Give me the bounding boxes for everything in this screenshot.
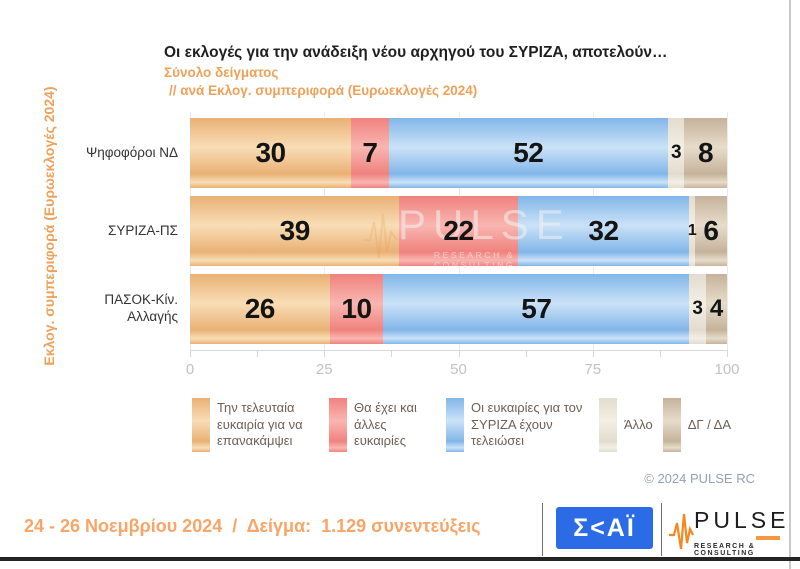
value-label: 26 <box>244 293 276 324</box>
bar-segment: 8 <box>684 118 727 188</box>
bar-segment: 52 <box>388 118 668 188</box>
pulse-waveform-icon <box>668 511 694 558</box>
category-label-text: ΠΑΣΟΚ-Κίν. Αλλαγής <box>104 292 178 324</box>
x-axis-tick <box>391 350 393 357</box>
legend-swatch <box>192 398 210 452</box>
x-axis-tick <box>592 350 594 357</box>
value-label: 3 <box>670 142 682 163</box>
right-border <box>789 0 791 569</box>
legend-label: Οι ευκαιρίες για τον ΣΥΡΙΖΑ έχουν τελειώ… <box>471 399 583 449</box>
legend-label: Θα έχει και άλλες ευκαιρίες <box>354 399 417 449</box>
bar-segment: 1 <box>687 196 697 266</box>
value-label: 3 <box>692 298 703 319</box>
legend-swatch <box>329 398 347 452</box>
legend-label: Άλλο <box>624 416 653 432</box>
watermark-text: PULSE <box>398 201 571 248</box>
value-label: 57 <box>521 293 552 324</box>
x-axis-tick-label: 0 <box>185 361 195 378</box>
bar-segment: 26 <box>190 274 330 344</box>
legend-item: Άλλο <box>599 398 653 452</box>
footer-divider <box>661 503 662 556</box>
x-axis-tick <box>659 350 661 357</box>
plot-area: 30 7 52 3 8 39 22 32 1 6 26 10 57 3 4 0 25 50 75 100 <box>186 112 740 378</box>
value-label: 10 <box>341 293 372 324</box>
bar-segment: 30 <box>190 118 352 188</box>
bar-segment: 3 <box>689 274 706 344</box>
category-label: ΠΑΣΟΚ-Κίν. Αλλαγής <box>70 274 178 344</box>
x-axis-tick-label: 75 <box>584 361 602 378</box>
legend-item: ΔΓ / ΔΑ <box>662 398 732 452</box>
value-label: 7 <box>362 137 378 168</box>
bar-segment: 39 <box>190 196 400 266</box>
x-axis-tick <box>324 350 326 357</box>
value-label: 32 <box>588 215 619 246</box>
pulse-logo: PULSE RESEARCH & CONSULTING <box>668 505 790 557</box>
value-label: 52 <box>513 137 544 168</box>
legend: Την τελευταία ευκαιρία για να επανακάμψε… <box>192 396 740 454</box>
x-axis-tick <box>727 350 728 357</box>
bar-segment: 7 <box>351 118 389 188</box>
category-label: ΣΥΡΙΖΑ-ΠΣ <box>70 196 178 266</box>
pulse-logo-subtext: RESEARCH & CONSULTING <box>694 543 756 557</box>
bar-segment: 3 <box>667 118 685 188</box>
x-axis-tick <box>257 350 259 357</box>
x-axis-tick <box>525 350 527 357</box>
chart-subtitle-breakdown: // ανά Εκλογ. συμπεριφορά (Ευρωεκλογές 2… <box>169 83 478 98</box>
watermark-subtext: RESEARCH & CONSULTING <box>433 250 516 270</box>
legend-swatch <box>446 398 464 452</box>
watermark-waveform-icon <box>362 210 398 269</box>
skai-logo: Σ<ΑΪ <box>556 507 653 549</box>
bar-segment: 6 <box>694 196 727 266</box>
bottom-edge <box>0 557 800 561</box>
legend-item: Οι ευκαιρίες για τον ΣΥΡΙΖΑ έχουν τελειώ… <box>446 398 589 452</box>
footer-divider <box>542 503 543 556</box>
bar-segment: 22 <box>399 196 518 266</box>
copyright-note: © 2024 PULSE RC <box>644 471 755 486</box>
legend-item: Την τελευταία ευκαιρία για να επανακάμψε… <box>192 398 319 452</box>
bar-segment: 10 <box>329 274 384 344</box>
category-label-text: ΣΥΡΙΖΑ-ΠΣ <box>108 222 178 238</box>
x-axis-tick <box>190 350 191 357</box>
chart-subtitle-sample: Σύνολο δείγματος <box>164 65 279 80</box>
category-label: Ψηφοφόροι ΝΔ <box>70 118 178 188</box>
value-label: 6 <box>703 215 719 246</box>
legend-swatch <box>662 398 681 452</box>
value-label: 30 <box>255 137 286 168</box>
x-axis-tick <box>458 350 460 357</box>
legend-label: Την τελευταία ευκαιρία για να επανακάμψε… <box>217 399 303 449</box>
value-label: 39 <box>279 215 311 246</box>
x-axis-tick-label: 100 <box>714 361 740 378</box>
chart-title: Οι εκλογές για την ανάδειξη νέου αρχηγού… <box>164 44 668 61</box>
value-label: 1 <box>687 222 697 239</box>
pulse-logo-text: PULSE <box>694 507 790 533</box>
bar-segment: 57 <box>383 274 690 344</box>
bar-segment: 4 <box>705 274 727 344</box>
x-axis-tick-label: 25 <box>315 361 333 378</box>
value-label: 22 <box>443 215 474 246</box>
legend-swatch <box>599 398 617 452</box>
category-label-text: Ψηφοφόροι ΝΔ <box>86 144 179 160</box>
legend-item: Θα έχει και άλλες ευκαιρίες <box>329 398 436 452</box>
value-label: 8 <box>697 137 714 168</box>
y-axis-title: Εκλογ. συμπεριφορά (Ευρωεκλογές 2024) <box>41 86 57 366</box>
footer-note: 24 - 26 Νοεμβρίου 2024 / Δείγμα: 1.129 σ… <box>24 516 481 536</box>
x-axis-tick-label: 50 <box>450 361 467 378</box>
bar-segment: 32 <box>517 196 690 266</box>
pulse-orange-mark <box>756 536 780 540</box>
value-label: 4 <box>709 295 723 322</box>
legend-label: ΔΓ / ΔΑ <box>687 416 732 432</box>
gridline <box>727 112 728 350</box>
skai-logo-text: Σ<ΑΪ <box>573 513 636 542</box>
